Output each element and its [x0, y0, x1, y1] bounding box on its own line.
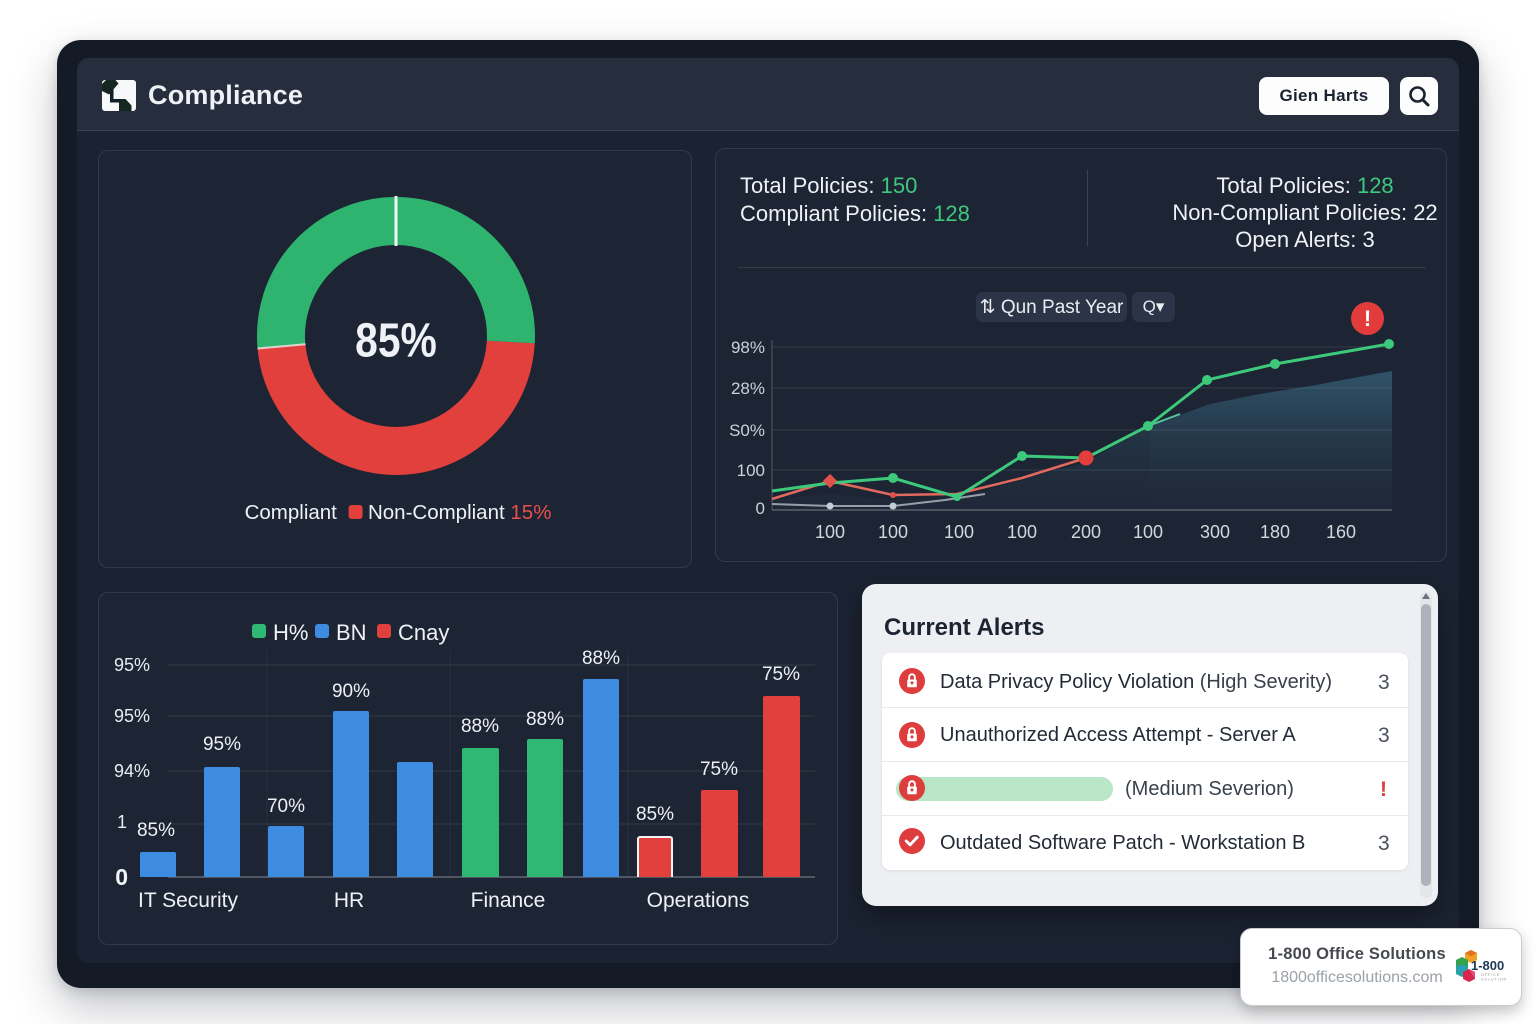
svg-text:1-800: 1-800	[1471, 958, 1504, 973]
svg-text:O F F I C E: O F F I C E	[1481, 973, 1500, 977]
svg-text:S O L U T I O N S: S O L U T I O N S	[1481, 978, 1507, 982]
